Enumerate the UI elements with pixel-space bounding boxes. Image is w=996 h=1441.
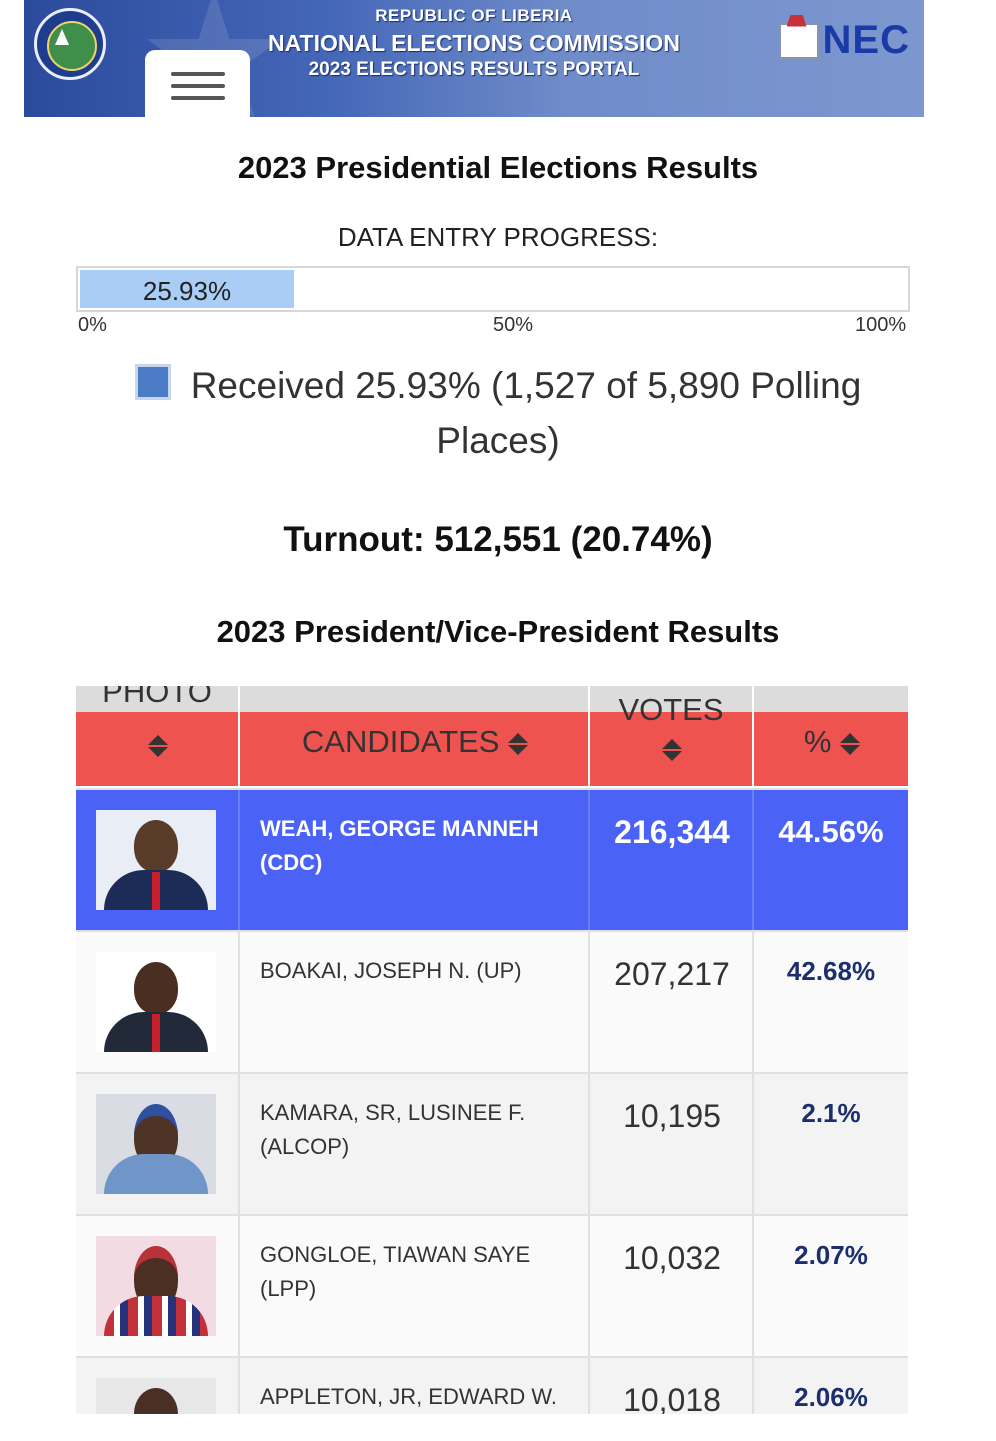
results-table: PHOTO CANDIDATES VOTES % WEAH, GEORGE MA…: [76, 686, 908, 1414]
candidate-name: KAMARA, SR, LUSINEE F. (ALCOP): [260, 1100, 526, 1159]
candidate-photo: [96, 810, 216, 910]
candidate-photo: [96, 1378, 216, 1414]
candidate-percent: 44.56%: [778, 814, 884, 849]
header-candidates-label: CANDIDATES: [301, 724, 500, 759]
header-percent[interactable]: %: [754, 686, 908, 786]
progress-fill: 25.93%: [80, 270, 294, 308]
progress-label: DATA ENTRY PROGRESS:: [337, 222, 659, 252]
liberia-seal-icon: [34, 8, 106, 80]
scale-100: 100%: [855, 314, 907, 336]
legend-swatch: [134, 364, 171, 400]
header-photo[interactable]: PHOTO: [76, 686, 238, 786]
table-row[interactable]: WEAH, GEORGE MANNEH (CDC) 216,344 44.56%: [76, 788, 908, 930]
candidate-photo: [96, 952, 216, 1052]
scale-50: 50%: [493, 314, 534, 336]
candidate-votes: 10,018: [623, 1382, 721, 1414]
candidate-votes: 10,195: [623, 1098, 721, 1134]
page-title: 2023 Presidential Elections Results: [237, 150, 759, 185]
candidate-percent: 2.06%: [794, 1382, 868, 1412]
progress-value: 25.93%: [142, 276, 232, 306]
nec-logo-text: NEC: [822, 18, 910, 62]
candidate-percent: 2.1%: [801, 1098, 861, 1128]
turnout-text: Turnout: 512,551 (20.74%): [283, 520, 713, 559]
table-row[interactable]: KAMARA, SR, LUSINEE F. (ALCOP) 10,195 2.…: [76, 1072, 908, 1214]
header-candidates[interactable]: CANDIDATES: [240, 686, 588, 786]
candidate-name: GONGLOE, TIAWAN SAYE (LPP): [260, 1242, 531, 1301]
candidate-name: WEAH, GEORGE MANNEH (CDC): [260, 816, 539, 875]
table-row[interactable]: BOAKAI, JOSEPH N. (UP) 207,217 42.68%: [76, 930, 908, 1072]
sort-icon: [662, 737, 680, 763]
header-photo-label: PHOTO: [102, 686, 212, 709]
received-legend: Received 25.93% (1,527 of 5,890 Polling …: [110, 358, 886, 468]
results-title: 2023 President/Vice-President Results: [216, 614, 780, 649]
menu-button[interactable]: [145, 50, 250, 122]
table-row[interactable]: APPLETON, JR, EDWARD W. 10,018 2.06%: [76, 1356, 908, 1414]
banner-title: REPUBLIC OF LIBERIA NATIONAL ELECTIONS C…: [234, 6, 714, 81]
sort-icon: [840, 731, 858, 757]
legend-text: Received 25.93% (1,527 of 5,890 Polling …: [190, 365, 862, 461]
header-votes[interactable]: VOTES: [590, 686, 752, 786]
ballot-box-icon: [778, 22, 819, 59]
progress-bar: 25.93%: [76, 266, 910, 312]
hamburger-icon: [170, 72, 225, 76]
candidate-votes: 216,344: [614, 814, 730, 850]
candidate-name: BOAKAI, JOSEPH N. (UP): [260, 958, 522, 983]
banner-line-1: REPUBLIC OF LIBERIA: [375, 6, 573, 25]
candidate-photo: [96, 1094, 216, 1194]
candidate-percent: 2.07%: [794, 1240, 868, 1270]
candidate-photo: [96, 1236, 216, 1336]
nec-logo: NEC: [778, 18, 910, 63]
candidate-votes: 10,032: [623, 1240, 721, 1276]
scale-0: 0%: [78, 314, 107, 336]
header-percent-label: %: [803, 724, 832, 759]
header-votes-label: VOTES: [618, 692, 724, 727]
banner-line-3: 2023 ELECTIONS RESULTS PORTAL: [308, 59, 640, 80]
candidate-percent: 42.68%: [786, 956, 876, 986]
banner-line-2: NATIONAL ELECTIONS COMMISSION: [268, 30, 680, 56]
candidate-votes: 207,217: [614, 956, 730, 992]
sort-icon: [148, 733, 166, 759]
table-row[interactable]: GONGLOE, TIAWAN SAYE (LPP) 10,032 2.07%: [76, 1214, 908, 1356]
candidate-name: APPLETON, JR, EDWARD W.: [260, 1384, 558, 1409]
sort-icon: [508, 731, 526, 757]
